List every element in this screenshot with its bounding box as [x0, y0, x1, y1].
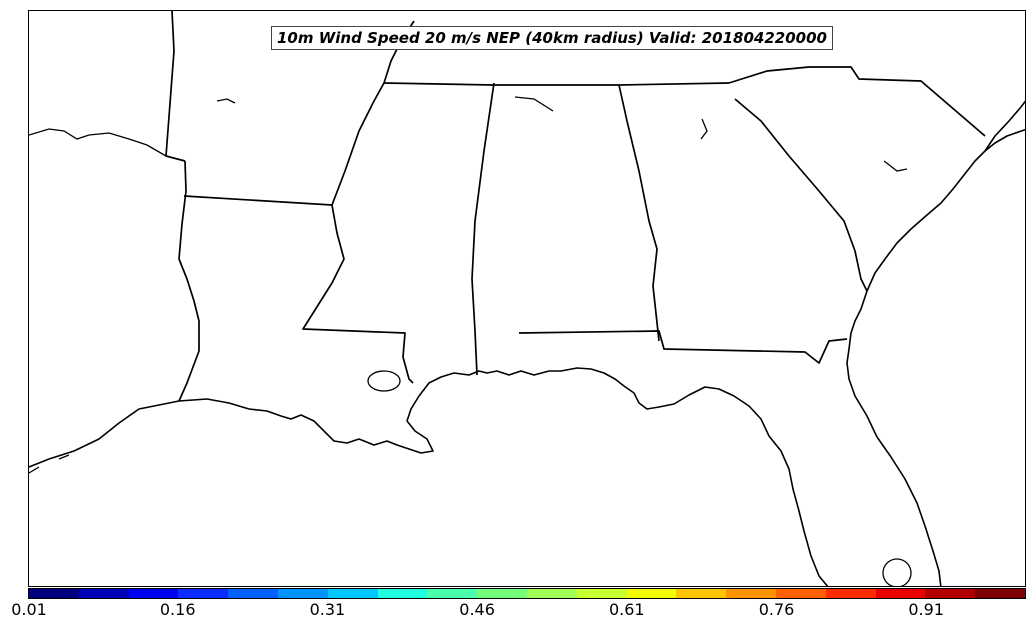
colorbar	[28, 588, 1026, 599]
state-line-tn-south	[383, 82, 730, 86]
lake-okeechobee	[882, 558, 912, 586]
colorbar-segment-9	[477, 589, 527, 598]
texas-lake	[216, 98, 236, 104]
colorbar-segment-8	[427, 589, 478, 598]
colorbar-segment-16	[825, 589, 876, 598]
colorbar-segment-7	[377, 589, 428, 598]
lake-pontchartrain	[367, 370, 401, 392]
lake-seminole	[700, 118, 708, 140]
map-title: 10m Wind Speed 20 m/s NEP (40km radius) …	[271, 26, 833, 50]
state-line-ar-tn	[331, 82, 385, 206]
state-line-tx-la	[178, 160, 200, 402]
colorbar-segment-10	[526, 589, 577, 598]
state-line-ar-la	[183, 195, 333, 206]
colorbar-segment-5	[277, 589, 328, 598]
colorbar-segment-2	[128, 589, 179, 598]
state-line-ga-sc	[734, 98, 868, 292]
colorbar-segment-15	[775, 589, 826, 598]
colorbar-tick-label: 0.01	[11, 600, 47, 619]
state-line-ok-ar	[165, 11, 186, 162]
carolina-coast	[984, 100, 1025, 152]
state-line-ms-al	[471, 82, 495, 376]
lake-marion	[883, 160, 908, 172]
colorbar-segment-11	[576, 589, 627, 598]
florida-east-coast	[846, 128, 1025, 586]
colorbar-segment-12	[626, 589, 677, 598]
colorbar-segment-0	[29, 589, 79, 598]
gulf-coastline	[29, 367, 829, 586]
state-line-al-ga	[618, 84, 660, 342]
lake-guntersville	[514, 96, 554, 112]
colorbar-tick-label: 0.16	[159, 600, 196, 619]
colorbar-segment-14	[726, 589, 776, 598]
state-line-al-fl	[518, 330, 848, 364]
colorbar-segment-13	[676, 589, 727, 598]
colorbar-segment-3	[178, 589, 229, 598]
map-panel: 10m Wind Speed 20 m/s NEP (40km radius) …	[28, 10, 1026, 587]
state-line-nc-sc	[728, 66, 986, 137]
colorbar-segment-4	[228, 589, 278, 598]
colorbar-segment-18	[925, 589, 976, 598]
colorbar-tick-label: 0.91	[908, 600, 944, 619]
state-line-la-ms	[302, 204, 414, 384]
colorbar-segment-19	[975, 589, 1025, 598]
colorbar-tick-labels: 0.01 0.16 0.31 0.46 0.61 0.76 0.91	[0, 600, 1036, 626]
colorbar-tick-label: 0.31	[309, 600, 346, 619]
basemap	[29, 11, 1025, 586]
colorbar-segment-6	[327, 589, 378, 598]
colorbar-segment-17	[875, 589, 926, 598]
colorbar-segment-1	[78, 589, 129, 598]
colorbar-tick-label: 0.61	[608, 600, 645, 619]
colorbar-tick-label: 0.46	[459, 600, 495, 619]
barrier-islands	[29, 454, 70, 474]
red-river	[29, 128, 167, 157]
colorbar-tick-label: 0.76	[758, 600, 795, 619]
